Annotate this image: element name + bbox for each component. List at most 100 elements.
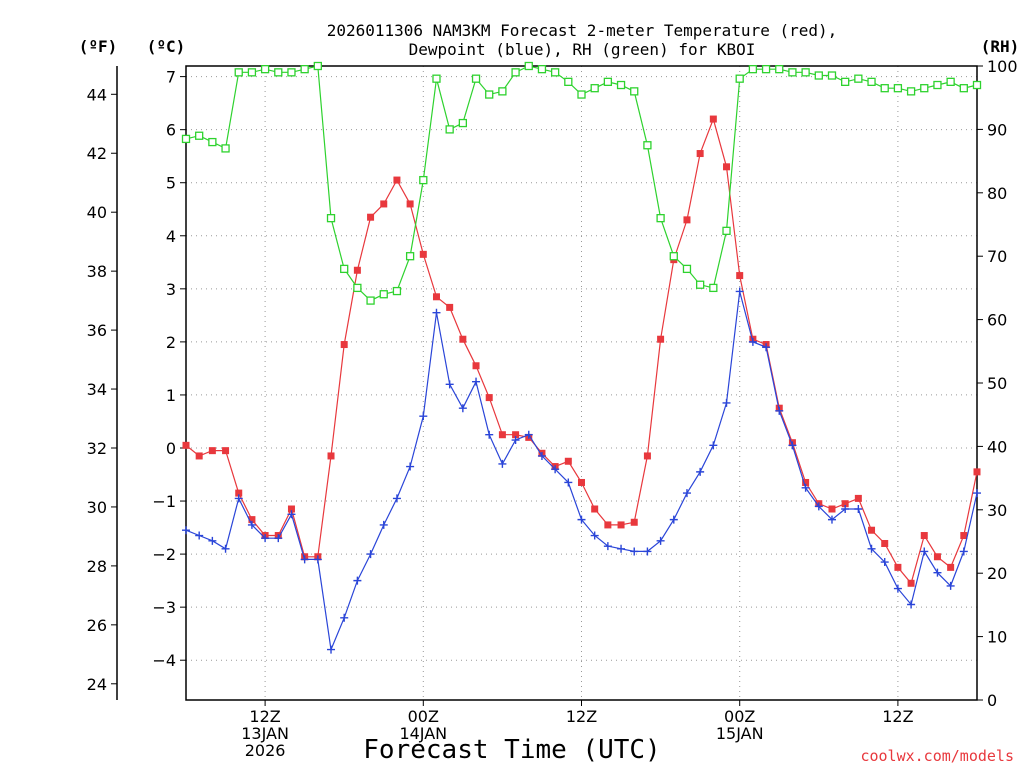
temperature-data-point — [380, 200, 388, 208]
x-tick-label: 15JAN — [716, 724, 764, 743]
chart-title-line2: Dewpoint (blue), RH (green) for KBOI — [409, 40, 756, 59]
dewpoint-data-point — [893, 584, 902, 593]
dewpoint-data-point — [195, 531, 204, 540]
rh-data-point — [405, 252, 415, 261]
rh-data-point — [827, 71, 837, 80]
rh-data-point — [577, 90, 586, 99]
fahrenheit-tick-label: 40 — [87, 203, 107, 222]
x-tick-label: 14JAN — [399, 724, 447, 743]
dewpoint-data-point — [485, 430, 494, 439]
rh-data-point — [814, 71, 823, 80]
temperature-data-point — [630, 518, 638, 526]
x-tick-label: 12Z — [249, 707, 280, 726]
dewpoint-data-point — [933, 568, 942, 577]
dewpoint-data-point — [432, 308, 441, 317]
fahrenheit-tick-label: 34 — [87, 380, 107, 399]
rh-data-point — [880, 84, 889, 93]
rh-data-point — [722, 226, 731, 235]
temperature-data-point — [367, 213, 375, 221]
dewpoint-data-point — [775, 406, 784, 415]
rh-data-point — [801, 68, 810, 77]
fahrenheit-tick-label: 36 — [87, 321, 107, 340]
temperature-data-point — [340, 341, 348, 349]
dewpoint-data-point — [208, 536, 217, 545]
dewpoint-data-point — [643, 547, 652, 556]
temperature-data-point — [854, 494, 862, 502]
dewpoint-data-point — [801, 483, 810, 492]
dewpoint-data-point — [340, 613, 349, 622]
dewpoint-data-point — [274, 534, 283, 543]
dewpoint-data-point — [973, 489, 981, 498]
dewpoint-data-point — [617, 544, 626, 553]
temperature-data-point — [604, 521, 612, 529]
rh-tick-label: 70 — [987, 247, 1007, 266]
temperature-data-point — [195, 452, 203, 460]
dewpoint-data-point — [788, 441, 797, 450]
chart-title-line1: 2026011306 NAM3KM Forecast 2-meter Tempe… — [327, 21, 838, 40]
dewpoint-data-point — [261, 534, 270, 543]
dewpoint-data-point — [854, 505, 863, 514]
temperature-data-point — [287, 505, 295, 513]
rh-data-point — [669, 252, 678, 261]
temperature-data-point — [222, 447, 230, 455]
series-layer — [181, 61, 982, 654]
rh-data-point — [616, 80, 626, 90]
rh-data-point — [643, 141, 652, 150]
dewpoint-data-point — [498, 459, 507, 468]
dewpoint-data-point — [762, 343, 771, 352]
dewpoint-data-point — [406, 462, 415, 471]
rh-data-point — [287, 68, 296, 77]
fahrenheit-tick-label: 38 — [87, 262, 107, 281]
dewpoint-data-point — [182, 526, 190, 535]
dewpoint-data-point — [959, 547, 968, 556]
dewpoint-data-point — [313, 555, 322, 564]
temperature-data-point — [960, 532, 968, 540]
dewpoint-data-point — [920, 547, 929, 556]
rh-data-point — [181, 134, 191, 144]
dewpoint-data-point — [353, 576, 362, 585]
rh-data-point — [656, 214, 665, 223]
dewpoint-data-point — [669, 515, 678, 524]
celsius-tick-label: −3 — [152, 598, 176, 617]
x-tick-label: 13JAN — [241, 724, 289, 743]
dewpoint-data-point — [590, 531, 599, 540]
fahrenheit-tick-label: 44 — [87, 85, 107, 104]
temperature-data-point — [933, 553, 941, 561]
rh-data-point — [735, 74, 744, 83]
temperature-data-point — [485, 394, 493, 402]
dewpoint-data-point — [379, 520, 388, 529]
dewpoint-data-point — [524, 430, 533, 439]
temperature-data-point — [947, 563, 955, 571]
dewpoint-data-point — [682, 489, 691, 498]
dewpoint-data-point — [366, 550, 375, 559]
dewpoint-data-point — [656, 536, 665, 545]
rh-data-point — [775, 65, 784, 74]
rh-data-point — [603, 77, 613, 86]
celsius-tick-label: 1 — [166, 386, 176, 405]
dewpoint-data-point — [735, 287, 744, 296]
temperature-data-point — [696, 150, 704, 158]
temperature-data-point — [828, 505, 836, 513]
dewpoint-data-point — [946, 581, 955, 590]
credit-label: coolwx.com/models — [860, 747, 1014, 765]
rh-tick-label: 30 — [987, 501, 1007, 520]
rh-data-point — [392, 286, 402, 296]
fahrenheit-axis-unit: (ºF) — [79, 37, 118, 56]
rh-data-point — [682, 264, 692, 274]
celsius-tick-label: 6 — [166, 121, 176, 140]
temperature-data-point — [182, 441, 190, 449]
dewpoint-data-point — [392, 494, 401, 503]
rh-data-point — [247, 68, 257, 77]
temperature-data-point — [498, 431, 506, 439]
temperature-data-point — [643, 452, 651, 460]
temperature-data-point — [881, 539, 889, 547]
temperature-data-point — [657, 335, 665, 343]
dewpoint-data-point — [564, 478, 573, 487]
temperature-data-point — [920, 532, 928, 540]
rh-data-point — [340, 264, 349, 274]
rh-data-point — [972, 80, 982, 90]
temperature-data-point — [894, 563, 902, 571]
dewpoint-data-point — [287, 510, 296, 519]
fahrenheit-tick-label: 30 — [87, 498, 107, 517]
rh-data-point — [709, 283, 718, 293]
